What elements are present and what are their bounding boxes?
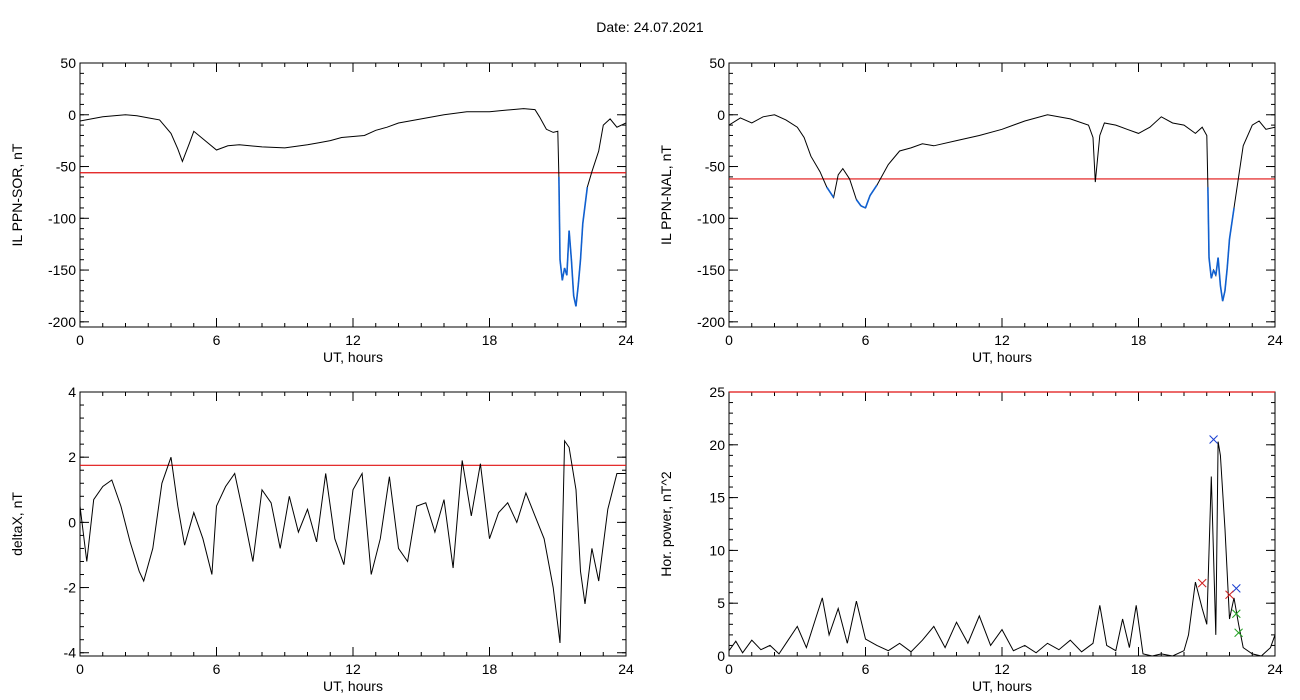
plot-frame: [728, 62, 1276, 328]
below-threshold-segment: [568, 230, 573, 260]
series-line: [80, 108, 626, 307]
x-tick-label: 6: [862, 661, 870, 677]
x-axis-label: UT, hours: [972, 678, 1032, 694]
cross-marker: [1197, 578, 1207, 588]
series-line: [729, 441, 1275, 656]
x-tick-label: 6: [862, 332, 870, 348]
x-tick-label: 18: [1131, 661, 1147, 677]
y-tick-label: 0: [717, 107, 725, 123]
y-tick-label: -4: [64, 645, 77, 661]
y-axis-label: IL PPN-SOR, nT: [9, 143, 25, 246]
below-threshold-segment: [581, 187, 589, 224]
y-tick-label: 15: [709, 490, 725, 506]
x-tick-label: 12: [994, 332, 1010, 348]
y-tick-label: -100: [48, 210, 76, 226]
cross-marker: [1225, 590, 1234, 600]
below-threshold-segment: [1221, 290, 1226, 302]
below-threshold-segment: [1210, 269, 1215, 279]
x-tick-label: 6: [213, 661, 221, 677]
x-tick-label: 0: [725, 332, 733, 348]
below-threshold-segment: [826, 186, 835, 199]
y-tick-label: 4: [68, 384, 76, 400]
cross-marker: [1231, 609, 1241, 619]
y-tick-label: -50: [56, 159, 76, 175]
x-tick-label: 6: [213, 332, 221, 348]
below-threshold-segment: [558, 176, 561, 260]
below-threshold-segment: [864, 195, 871, 209]
series-line: [729, 114, 1275, 302]
y-tick-label: 0: [717, 648, 725, 664]
below-threshold-segment: [1208, 257, 1213, 279]
x-axis-label: UT, hours: [972, 349, 1032, 365]
below-threshold-segment: [577, 259, 582, 286]
below-threshold-segment: [559, 259, 564, 281]
x-tick-label: 0: [76, 661, 84, 677]
x-tick-label: 0: [725, 661, 733, 677]
x-tick-label: 24: [1267, 661, 1283, 677]
chart-nal: 0 6 12 18 24 -200 -150 -100 -50 0 50 UT, hours IL PP…: [658, 55, 1283, 365]
below-threshold-segment: [1228, 207, 1235, 240]
y-tick-label: 5: [717, 595, 725, 611]
y-tick-label: 10: [709, 542, 725, 558]
y-tick-label: 0: [68, 514, 76, 530]
y-tick-label: -150: [697, 262, 725, 278]
x-tick-label: 18: [482, 661, 498, 677]
plot-frame: [79, 391, 627, 657]
y-tick-label: -200: [48, 314, 76, 330]
y-axis-label: IL PPN-NAL, nT: [658, 145, 674, 245]
series-line: [80, 439, 626, 644]
plot-frame: [79, 62, 627, 328]
y-tick-label: -200: [697, 314, 725, 330]
chart-sor: 0 6 12 18 24 -200 -150 -100 -50 0 50 UT, hours IL PP…: [9, 55, 634, 365]
below-threshold-segment: [855, 199, 862, 207]
cross-marker: [1209, 435, 1218, 444]
below-threshold-segment: [1219, 285, 1224, 302]
chart-power: 0 6 12 18 24 0 5 10 15 20 25 UT, hours Hor. power, n…: [658, 384, 1283, 694]
below-threshold-segment: [570, 259, 575, 296]
y-axis-label: Hor. power, nT^2: [658, 471, 674, 577]
x-tick-label: 0: [76, 332, 84, 348]
y-tick-label: 25: [709, 384, 725, 400]
y-tick-label: -50: [705, 159, 725, 175]
x-tick-label: 24: [1267, 332, 1283, 348]
below-threshold-segment: [575, 285, 580, 307]
x-axis-label: UT, hours: [323, 678, 383, 694]
below-threshold-segment: [1217, 257, 1222, 286]
x-tick-label: 24: [618, 332, 634, 348]
x-tick-label: 18: [482, 332, 498, 348]
below-threshold-segment: [869, 184, 878, 196]
x-tick-label: 12: [994, 661, 1010, 677]
below-threshold-segment: [1207, 187, 1210, 258]
plot-frame: [728, 391, 1276, 657]
y-tick-label: 2: [68, 449, 76, 465]
below-threshold-segment: [1226, 238, 1231, 269]
x-tick-label: 12: [345, 332, 361, 348]
below-threshold-segment: [566, 230, 570, 276]
below-threshold-segment: [579, 223, 584, 260]
y-tick-label: 0: [68, 107, 76, 123]
y-tick-label: -150: [48, 262, 76, 278]
x-axis-label: UT, hours: [323, 349, 383, 365]
x-tick-label: 18: [1131, 332, 1147, 348]
x-tick-label: 12: [345, 661, 361, 677]
y-tick-label: -2: [64, 580, 77, 596]
below-threshold-segment: [860, 205, 866, 209]
cross-marker: [1234, 628, 1243, 638]
below-threshold-segment: [1224, 267, 1229, 291]
page-title: Date: 24.07.2021: [596, 19, 704, 35]
x-tick-label: 24: [618, 661, 634, 677]
y-tick-label: 50: [60, 55, 76, 71]
below-threshold-segment: [561, 267, 566, 281]
y-tick-label: 50: [709, 55, 725, 71]
y-tick-label: -100: [697, 210, 725, 226]
y-axis-label: deltaX, nT: [9, 492, 25, 556]
y-tick-label: 20: [709, 437, 725, 453]
